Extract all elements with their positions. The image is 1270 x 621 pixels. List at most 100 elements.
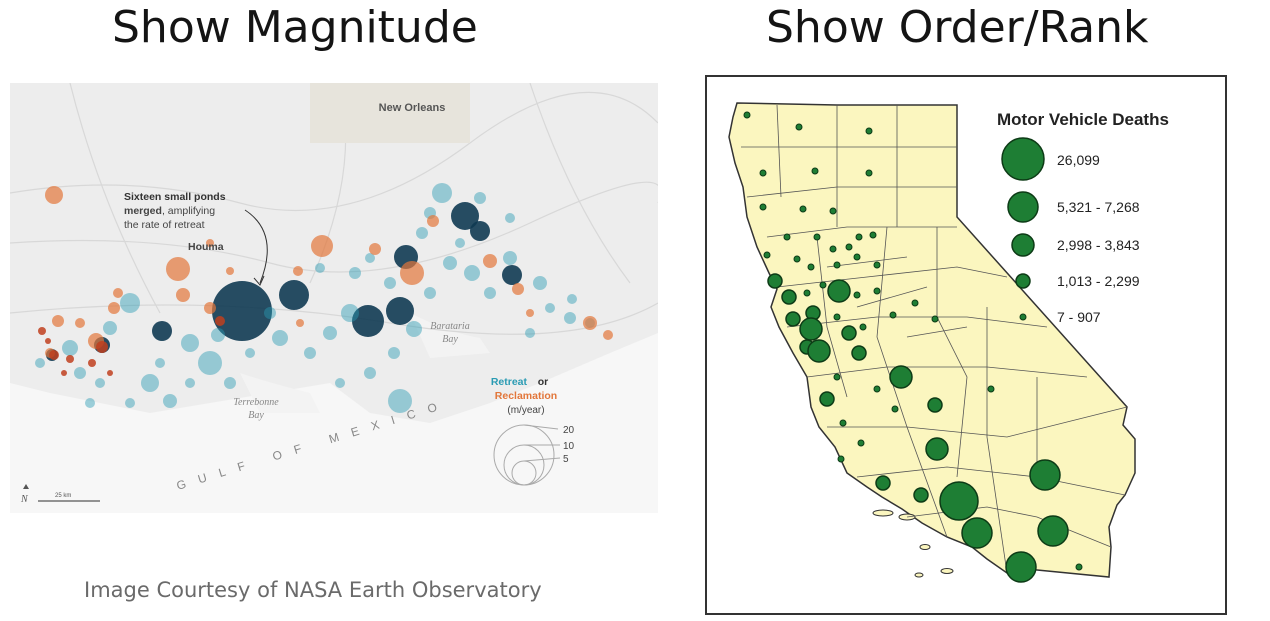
annotation-line-1: Sixteen small ponds xyxy=(124,191,226,203)
county-rank-circle xyxy=(839,419,847,427)
retreat-bubble xyxy=(365,253,375,263)
louisiana-coast-map: New Orleans Sixteen small ponds merged, … xyxy=(10,83,658,513)
retreat-bubble xyxy=(304,347,316,359)
retreat-bubble xyxy=(141,374,159,392)
county-rank-circle xyxy=(819,281,827,289)
reclamation-bubble xyxy=(66,355,74,363)
county-rank-circle xyxy=(845,243,853,251)
retreat-bubble xyxy=(451,202,479,230)
retreat-bubble xyxy=(125,398,135,408)
county-rank-circle xyxy=(763,251,771,259)
retreat-bubble xyxy=(352,305,384,337)
county-rank-circle xyxy=(931,315,939,323)
county-rank-circle xyxy=(865,169,873,177)
retreat-bubble xyxy=(245,348,255,358)
reclamation-bubble xyxy=(206,239,214,247)
reclamation-bubble xyxy=(512,283,524,295)
heading-show-order-rank: Show Order/Rank xyxy=(766,2,1149,53)
county-rank-circle xyxy=(807,263,815,271)
california-map-frame: Motor Vehicle Deaths 26,099 5,321 - 7,26… xyxy=(705,75,1227,615)
retreat-bubble xyxy=(349,267,361,279)
legend-size-20: 20 xyxy=(563,425,575,436)
reclamation-bubble xyxy=(215,316,225,326)
county-rank-circle xyxy=(865,127,873,135)
retreat-bubble xyxy=(432,183,452,203)
county-rank-circle xyxy=(833,373,841,381)
retreat-bubble xyxy=(505,213,515,223)
reclamation-bubble xyxy=(293,266,303,276)
retreat-bubble xyxy=(120,293,140,313)
county-rank-circle xyxy=(759,169,767,177)
reclamation-bubble xyxy=(311,235,333,257)
legend-label-class-1: 26,099 xyxy=(1057,152,1100,168)
heading-show-magnitude: Show Magnitude xyxy=(112,2,478,53)
county-rank-circle xyxy=(793,255,801,263)
county-rank-circle xyxy=(743,111,751,119)
county-rank-circle xyxy=(1029,459,1061,491)
rank-dots xyxy=(743,111,1083,583)
county-rank-circle xyxy=(819,391,835,407)
county-rank-circle xyxy=(859,323,867,331)
retreat-bubble xyxy=(564,312,576,324)
county-rank-circle xyxy=(813,233,821,241)
county-rank-circle xyxy=(833,261,841,269)
retreat-bubble xyxy=(567,294,577,304)
legend-reclamation: Reclamation xyxy=(495,390,557,402)
retreat-bubble xyxy=(211,328,225,342)
retreat-bubble xyxy=(341,304,359,322)
retreat-bubble xyxy=(74,367,86,379)
rank-legend: 26,099 5,321 - 7,268 2,998 - 3,843 1,013… xyxy=(1001,137,1140,325)
reclamation-bubble xyxy=(49,350,59,360)
legend-title: Motor Vehicle Deaths xyxy=(997,110,1169,129)
reclamation-bubble xyxy=(296,319,304,327)
legend-circle-class-2 xyxy=(1007,191,1039,223)
retreat-bubble xyxy=(181,334,199,352)
legend-label-class-4: 1,013 - 2,299 xyxy=(1057,273,1140,289)
legend-size-10: 10 xyxy=(563,441,575,452)
county-rank-circle xyxy=(785,311,801,327)
retreat-bubble xyxy=(503,251,517,265)
reclamation-bubble xyxy=(52,315,64,327)
legend-label-class-3: 2,998 - 3,843 xyxy=(1057,237,1140,253)
scale-bar: 25 km xyxy=(38,493,100,502)
annotation-arrow xyxy=(244,209,268,284)
retreat-bubble xyxy=(224,377,236,389)
county-rank-circle xyxy=(759,203,767,211)
county-rank-circle xyxy=(911,299,919,307)
reclamation-bubble xyxy=(603,330,613,340)
reclamation-bubble xyxy=(107,370,113,376)
county-rank-circle xyxy=(855,233,863,241)
california-map: Motor Vehicle Deaths 26,099 5,321 - 7,26… xyxy=(728,102,1169,583)
county-rank-circle xyxy=(925,437,949,461)
retreat-bubble xyxy=(95,378,105,388)
image-credit: Image Courtesy of NASA Earth Observatory xyxy=(84,578,542,602)
retreat-bubble xyxy=(335,378,345,388)
terrebonne-label: Terrebonne xyxy=(233,397,279,408)
county-rank-circle xyxy=(767,273,783,289)
retreat-bubble xyxy=(315,263,325,273)
reclamation-bubble xyxy=(75,318,85,328)
retreat-bubble xyxy=(388,389,412,413)
legend-circle-class-3 xyxy=(1011,233,1035,257)
county-rank-circle xyxy=(891,405,899,413)
annotation-line-3: the rate of retreat xyxy=(124,219,205,231)
retreat-bubble xyxy=(85,398,95,408)
retreat-bubble xyxy=(264,307,276,319)
retreat-bubble xyxy=(279,280,309,310)
svg-text:N: N xyxy=(20,494,29,505)
county-rank-circle xyxy=(833,313,841,321)
retreat-bubble xyxy=(384,277,396,289)
barataria-bay-label: Bay xyxy=(442,334,458,345)
reclamation-bubble xyxy=(38,327,46,335)
county-rank-circle xyxy=(811,167,819,175)
legend-or: or xyxy=(538,376,549,388)
retreat-bubble xyxy=(155,358,165,368)
retreat-bubble xyxy=(185,378,195,388)
svg-text:25 km: 25 km xyxy=(55,493,71,499)
county-rank-circle xyxy=(889,311,897,319)
retreat-bubble xyxy=(545,303,555,313)
county-rank-circle xyxy=(987,385,995,393)
reclamation-bubble xyxy=(369,243,381,255)
reclamation-bubble xyxy=(108,302,120,314)
reclamation-bubble xyxy=(61,370,67,376)
